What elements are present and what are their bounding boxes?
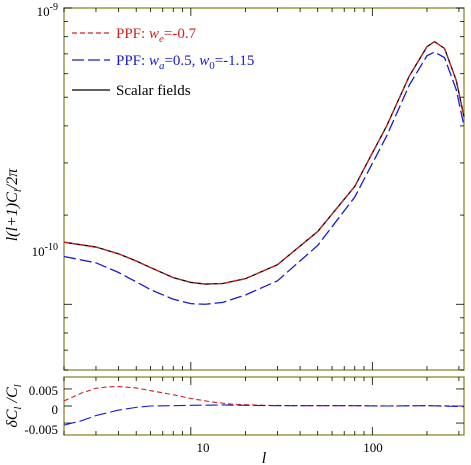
series-line-scalar-fields xyxy=(63,40,465,285)
top-series-group xyxy=(63,40,465,305)
legend-label-ppf-wa-w0: PPF: wa=0.5, w0=-1.15 xyxy=(116,53,254,72)
series-line-ppf-w-e-0-7 xyxy=(63,40,465,285)
residual-line-blue xyxy=(63,404,465,426)
bottom-series-group xyxy=(63,385,465,426)
xtick-label-10: 10 xyxy=(197,440,210,455)
bottom-ytick-label-pos: 0.005 xyxy=(29,383,58,398)
top-panel-frame xyxy=(63,7,465,371)
bottom-ylabel: δCl /Cl xyxy=(4,384,24,427)
legend: PPF: we=-0.7 PPF: wa=0.5, w0=-1.15 Scala… xyxy=(72,26,254,99)
residual-line-red xyxy=(63,385,465,407)
xlabel: l xyxy=(262,450,267,465)
legend-label-scalar-fields: Scalar fields xyxy=(116,83,191,99)
axis-ticks xyxy=(63,7,464,435)
top-ylabel: l(l+1)Cl/2π xyxy=(4,168,24,242)
top-ytick-label-1e-9: 10-9 xyxy=(37,2,58,19)
series-line-ppf-w-a-0-5-w-0-1-15 xyxy=(63,51,465,305)
bottom-ytick-label-zero: 0 xyxy=(52,402,59,417)
top-ytick-label-1e-10: 10-10 xyxy=(32,242,58,259)
xtick-label-100: 100 xyxy=(363,440,383,455)
bottom-ytick-label-neg: -0.005 xyxy=(24,422,58,437)
legend-label-ppf-we: PPF: we=-0.7 xyxy=(116,26,197,45)
